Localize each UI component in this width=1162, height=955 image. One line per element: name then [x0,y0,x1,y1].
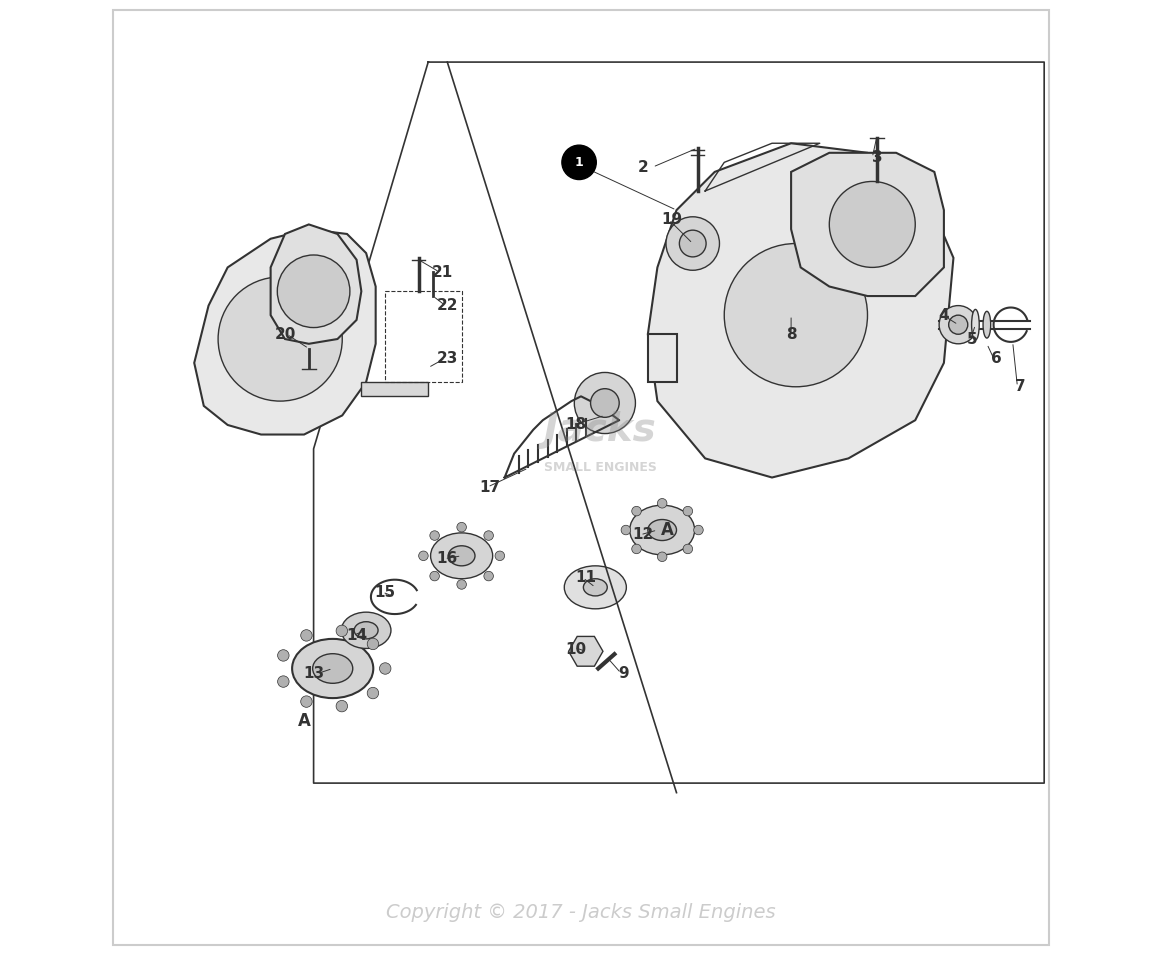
Circle shape [574,372,636,434]
Circle shape [336,700,347,711]
Circle shape [622,525,631,535]
Polygon shape [648,334,676,382]
Polygon shape [271,224,361,344]
Text: 23: 23 [437,350,458,366]
Ellipse shape [354,622,378,639]
Polygon shape [568,636,603,667]
Circle shape [683,544,693,554]
Circle shape [367,638,379,649]
Circle shape [590,389,619,417]
Text: 10: 10 [566,642,587,657]
Circle shape [948,315,968,334]
Circle shape [278,649,289,661]
Circle shape [430,571,439,581]
Circle shape [430,531,439,541]
Text: 19: 19 [661,212,682,227]
Text: 17: 17 [480,479,501,495]
Circle shape [380,663,390,674]
Ellipse shape [292,639,373,698]
Circle shape [301,629,313,641]
Circle shape [218,277,343,401]
Circle shape [830,181,916,267]
Ellipse shape [449,546,475,565]
Text: 18: 18 [566,417,587,433]
Text: 12: 12 [632,527,654,542]
Text: 20: 20 [274,327,295,342]
Circle shape [278,676,289,688]
Circle shape [278,255,350,328]
Polygon shape [361,382,429,396]
Polygon shape [791,153,944,296]
Circle shape [457,580,466,589]
Circle shape [632,506,641,516]
Ellipse shape [983,311,991,338]
Text: Copyright © 2017 - Jacks Small Engines: Copyright © 2017 - Jacks Small Engines [386,902,776,922]
Circle shape [666,217,719,270]
Ellipse shape [313,653,353,684]
Text: 7: 7 [1014,379,1026,394]
Circle shape [336,626,347,637]
Text: 8: 8 [786,327,796,342]
Ellipse shape [431,533,493,579]
Ellipse shape [565,565,626,609]
Text: 13: 13 [303,666,324,681]
Circle shape [495,551,504,561]
Ellipse shape [971,309,980,340]
Circle shape [483,531,494,541]
Text: A: A [660,521,674,539]
Text: 16: 16 [437,551,458,566]
Text: 6: 6 [991,350,1002,366]
Text: 2: 2 [638,159,648,175]
Circle shape [301,696,313,708]
Polygon shape [648,143,954,478]
Text: 4: 4 [939,308,949,323]
Circle shape [658,499,667,508]
Ellipse shape [342,612,390,648]
Circle shape [724,244,868,387]
Circle shape [367,688,379,699]
Circle shape [683,506,693,516]
Ellipse shape [583,579,608,596]
Text: 11: 11 [575,570,596,585]
Circle shape [562,145,596,180]
Text: 21: 21 [432,265,453,280]
Circle shape [418,551,429,561]
Text: A: A [297,712,310,730]
Text: 3: 3 [872,150,882,165]
Text: Jacks: Jacks [544,411,657,449]
Circle shape [632,544,641,554]
Circle shape [680,230,706,257]
Text: 22: 22 [437,298,458,313]
Circle shape [939,306,977,344]
Ellipse shape [648,520,676,541]
Circle shape [694,525,703,535]
Circle shape [483,571,494,581]
Text: 5: 5 [967,331,978,347]
Circle shape [457,522,466,532]
Text: 14: 14 [346,627,367,643]
Circle shape [658,552,667,562]
Polygon shape [194,229,375,435]
Text: 9: 9 [618,666,630,681]
Ellipse shape [630,505,695,555]
Text: 1: 1 [575,156,583,169]
Text: 15: 15 [374,584,396,600]
Text: SMALL ENGINES: SMALL ENGINES [544,461,657,475]
